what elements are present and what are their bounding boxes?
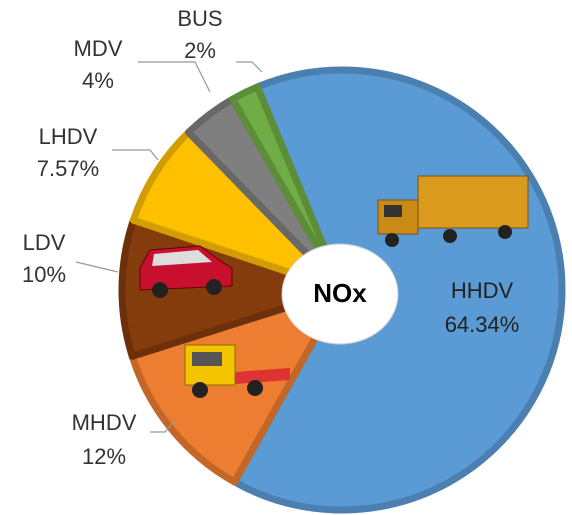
slice-label: HHDV [451,278,514,303]
center-hole [281,243,399,345]
slice-value-label: 10% [22,262,66,287]
slice-label: LHDV [39,124,98,149]
slice-label: MHDV [72,410,137,435]
slice-value-label: 2% [184,38,216,63]
slice-value-label: 4% [82,68,114,93]
slice-value-label: 7.57% [37,156,99,181]
leader-line [236,61,263,73]
center-label: NOx [313,278,367,308]
leader-line [112,149,159,161]
slice-value-label: 12% [82,444,126,469]
car-icon [139,245,233,298]
slice-label: BUS [177,6,222,31]
slice-label: LDV [23,230,66,255]
tow-truck-icon [184,344,290,398]
slice-label: MDV [74,36,123,61]
leader-lines [75,61,263,433]
leader-line [75,261,119,273]
leader-line [150,419,176,433]
leader-line [138,61,211,93]
pie-slice [128,286,346,486]
pie-slice [229,83,346,294]
slice-value-label: 64.34% [445,312,520,337]
truck-icon [377,175,529,247]
